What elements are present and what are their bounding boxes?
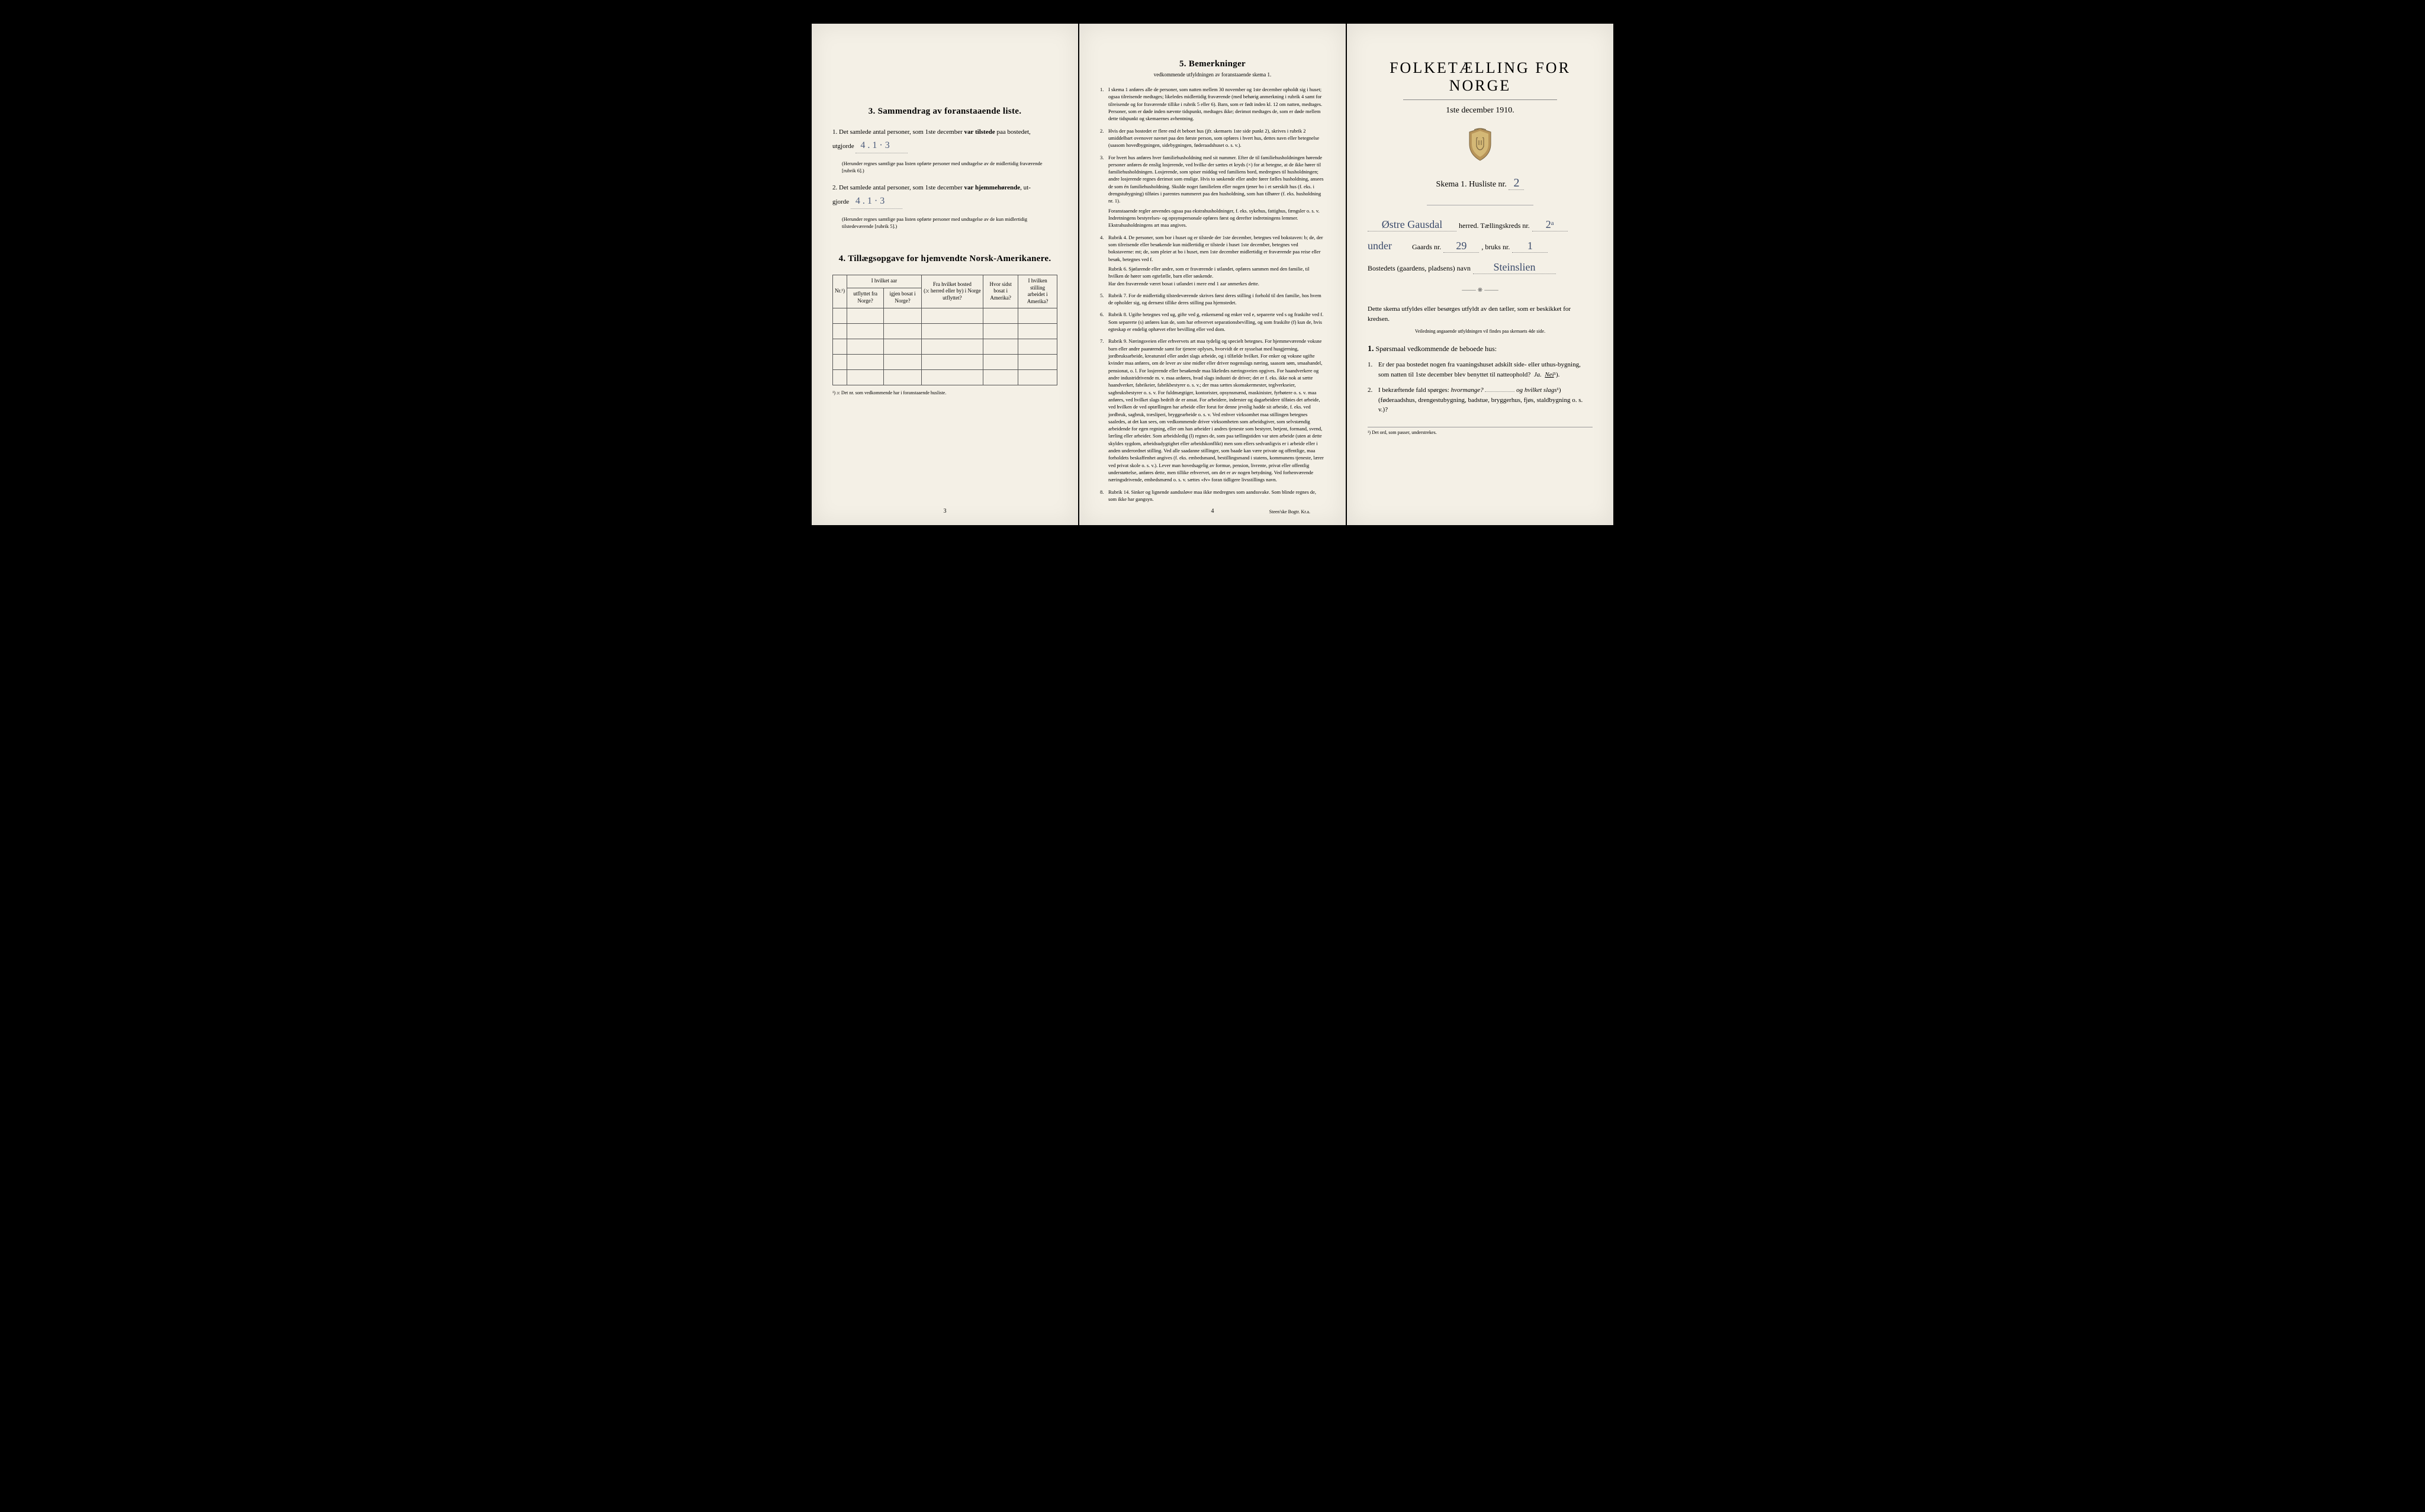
answer-ja: Ja. (1534, 371, 1542, 378)
census-document: 3. Sammendrag av foranstaaende liste. 1.… (812, 24, 1613, 525)
answer-nei: Nei (1545, 371, 1554, 378)
remark-item: 1.I skema 1 anføres alle de personer, so… (1100, 86, 1325, 123)
col-aar-head: I hvilket aar (847, 275, 921, 288)
table-row (833, 323, 1057, 339)
col-stilling: I hvilken stillingarbeidet i Amerika? (1018, 275, 1057, 308)
norsk-amerikanere-table: Nr.¹) I hvilket aar Fra hvilket bosted(ɔ… (832, 275, 1057, 385)
hjemme-count: 4 . 1 · 3 (851, 194, 902, 210)
summary-item-1: 1. Det samlede antal personer, som 1ste … (832, 127, 1057, 153)
husliste-nr: 2 (1509, 176, 1524, 190)
remark-item: 8.Rubrik 14. Sinker og lignende aandsslø… (1100, 488, 1325, 503)
coat-of-arms-icon (1368, 127, 1593, 165)
table-row (833, 369, 1057, 385)
page-middle: 5. Bemerkninger vedkommende utfyldningen… (1079, 24, 1346, 525)
col-nr: Nr.¹) (833, 275, 847, 308)
question-header: 1. Spørsmaal vedkommende de beboede hus: (1368, 345, 1593, 354)
bosted-value: Steinslien (1473, 261, 1556, 274)
table-row (833, 308, 1057, 323)
ornament-divider: ⸻ ❋ ⸻ (1368, 285, 1593, 294)
col-utflyttet: utflyttet fra Norge? (847, 288, 883, 308)
question-1: 1. Er der paa bostedet nogen fra vaaning… (1368, 360, 1593, 379)
instruction-small: Veiledning angaaende utfyldningen vil fi… (1368, 329, 1593, 334)
gaards-nr: 29 (1443, 240, 1479, 253)
section-4-title: 4. Tillægsopgave for hjemvendte Norsk-Am… (832, 254, 1057, 264)
bosted-line: Bostedets (gaardens, pladsens) navn Stei… (1368, 261, 1593, 274)
col-bosat: igjen bosat i Norge? (884, 288, 922, 308)
section-5-title: 5. Bemerkninger (1100, 59, 1325, 69)
page-number: 4 (1211, 508, 1214, 514)
section-3-title: 3. Sammendrag av foranstaaende liste. (832, 107, 1057, 117)
page-left: 3. Sammendrag av foranstaaende liste. 1.… (812, 24, 1078, 525)
remark-item: 3.For hvert hus anføres hver familiehush… (1100, 154, 1325, 229)
instruction-text: Dette skema utfyldes eller besørges utfy… (1368, 304, 1593, 324)
item2-note: (Herunder regnes samtlige paa listen opf… (842, 216, 1057, 230)
bruks-nr: 1 (1512, 240, 1548, 253)
printer-mark: Steen'ske Bogtr. Kr.a. (1269, 509, 1310, 514)
remark-item: 7.Rubrik 9. Næringsveien eller erhvervet… (1100, 337, 1325, 483)
page-number: 3 (944, 508, 947, 514)
main-title: FOLKETÆLLING FOR NORGE (1368, 59, 1593, 95)
herred-value: Østre Gausdal (1368, 218, 1456, 231)
herred-line: Østre Gausdal herred. Tællingskreds nr. … (1368, 218, 1593, 231)
col-amerika: Hvor sidstbosat i Amerika? (983, 275, 1018, 308)
census-date: 1ste december 1910. (1368, 106, 1593, 115)
question-2: 2. I bekræftende fald spørges: hvormange… (1368, 385, 1593, 415)
table-row (833, 354, 1057, 369)
skema-line: Skema 1. Husliste nr. 2 (1368, 176, 1593, 190)
section-5-subtitle: vedkommende utfyldningen av foranstaaend… (1100, 72, 1325, 78)
gaards-line: under Gaards nr. 29 , bruks nr. 1 (1368, 240, 1593, 253)
remarks-list: 1.I skema 1 anføres alle de personer, so… (1100, 86, 1325, 503)
remark-item: 6.Rubrik 8. Ugifte betegnes ved ug, gift… (1100, 311, 1325, 333)
table-row (833, 339, 1057, 354)
summary-item-2: 2. Det samlede antal personer, som 1ste … (832, 183, 1057, 209)
footnote: ¹) Det ord, som passer, understrekes. (1368, 427, 1593, 435)
kreds-nr: 2ᵃ (1532, 218, 1568, 231)
remark-item: 2.Hvis der paa bostedet er flere end ét … (1100, 127, 1325, 149)
tilstede-count: 4 . 1 · 3 (855, 138, 907, 154)
item1-note: (Herunder regnes samtlige paa listen opf… (842, 160, 1057, 175)
remark-item: 4.Rubrik 4. De personer, som bor i huset… (1100, 234, 1325, 287)
table-footnote: ¹) ɔ: Det nr. som vedkommende har i fora… (832, 390, 1057, 395)
remark-item: 5.Rubrik 7. For de midlertidig tilstedev… (1100, 292, 1325, 307)
col-bosted: Fra hvilket bosted(ɔ: herred eller by) i… (921, 275, 983, 308)
page-right: FOLKETÆLLING FOR NORGE 1ste december 191… (1347, 24, 1613, 525)
